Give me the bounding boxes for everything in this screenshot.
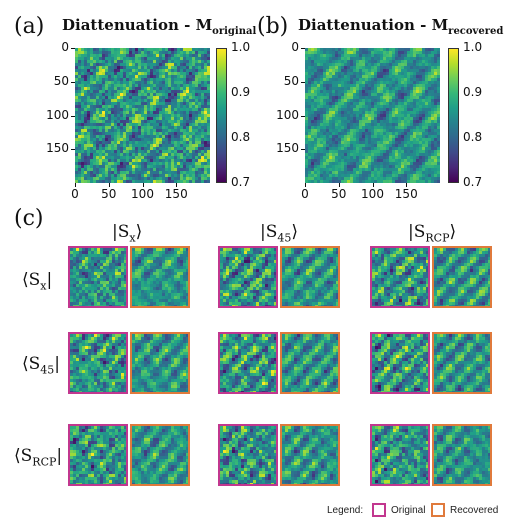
panel_b-y-tick: 50: [283, 73, 299, 88]
original-thumbnail-r2-c1: [68, 332, 128, 394]
heatmap-original: [75, 48, 210, 183]
row-label-sx: ⟨Sx|: [22, 270, 53, 293]
row-label-s45: ⟨S45|: [22, 354, 61, 377]
original-thumbnail-r3-c2: [218, 424, 278, 486]
panel_b-y-tick: 100: [276, 107, 299, 122]
legend-original-swatch: [372, 503, 386, 517]
panel_b-y-tickmark: [301, 48, 305, 49]
panel_b-x-tickmark: [406, 183, 408, 187]
recovered-thumbnail-r2-c1: [130, 332, 190, 394]
column-label-sx: |Sx⟩: [112, 222, 143, 245]
panel_b-x-tickmark: [372, 183, 374, 187]
panel_a-x-tick: 100: [131, 187, 154, 201]
panel_a-x-tick: 150: [164, 187, 188, 201]
recovered-thumbnail-r1-c2: [280, 246, 340, 308]
panel_b-x-tickmark: [338, 183, 340, 187]
panel_b-y-tick: 0: [291, 40, 299, 54]
panel_a-y-tickmark: [71, 149, 75, 151]
panel-b-letter: (b): [257, 14, 289, 39]
panel_a-x-tick: 50: [101, 187, 117, 201]
panel_b-y-tickmark: [301, 149, 305, 151]
panel_b-x-tick: 100: [361, 187, 384, 201]
panel_a-colorbar-tick: 0.9: [231, 85, 251, 99]
legend-original-label: Original: [391, 505, 426, 516]
original-thumbnail-r1-c1: [68, 246, 128, 308]
original-thumbnail-r2-c2: [218, 332, 278, 394]
original-thumbnail-r3-c1: [68, 424, 128, 486]
heatmap-recovered: [305, 48, 440, 183]
panel_a-y-tickmark: [71, 81, 75, 83]
original-thumbnail-r2-c3: [370, 332, 430, 394]
panel_b-colorbar-tick: 0.8: [463, 130, 483, 144]
panel_a-x-tick: 0: [71, 187, 79, 201]
original-thumbnail-r1-c3: [370, 246, 430, 308]
recovered-thumbnail-r1-c1: [130, 246, 190, 308]
panel-a-title: Diattenuation - Moriginal: [62, 16, 257, 37]
recovered-thumbnail-r3-c2: [280, 424, 340, 486]
panel_b-colorbar-tick: 0.9: [463, 85, 483, 99]
panel_a-x-tickmark: [176, 183, 178, 187]
panel_a-x-tickmark: [142, 183, 144, 187]
original-thumbnail-r3-c3: [370, 424, 430, 486]
original-thumbnail-r1-c2: [218, 246, 278, 308]
recovered-thumbnail-r2-c3: [432, 332, 492, 394]
panel_a-y-tick: 100: [46, 107, 69, 122]
colorbar-b: [448, 48, 459, 183]
recovered-thumbnail-r1-c3: [432, 246, 492, 308]
panel_a-y-tickmark: [71, 115, 75, 117]
panel_b-y-tick: 150: [276, 141, 299, 156]
row-label-srcp: ⟨SRCP|: [14, 446, 63, 469]
colorbar-a: [216, 48, 227, 183]
column-label-s45: |S45⟩: [260, 222, 299, 245]
panel-b-title: Diattenuation - Mrecovered: [298, 16, 504, 37]
panel_a-y-tick: 150: [46, 141, 69, 156]
panel_a-x-tickmark: [75, 183, 76, 187]
panel_a-colorbar-tick: 1.0: [231, 40, 251, 54]
recovered-thumbnail-r3-c1: [130, 424, 190, 486]
legend-recovered-label: Recovered: [450, 505, 499, 516]
panel_a-colorbar-tick: 0.7: [231, 175, 251, 189]
panel_a-x-tickmark: [108, 183, 110, 187]
legend-recovered-swatch: [431, 503, 445, 517]
panel_a-y-tickmark: [71, 48, 75, 49]
panel_a-y-tick: 0: [61, 40, 69, 54]
panel_a-colorbar-tick: 0.8: [231, 130, 251, 144]
legend-title: Legend:: [327, 505, 364, 516]
panel-c-letter: (c): [14, 206, 44, 231]
panel_b-x-tick: 50: [331, 187, 347, 201]
recovered-thumbnail-r2-c2: [280, 332, 340, 394]
recovered-thumbnail-r3-c3: [432, 424, 492, 486]
panel_b-y-tickmark: [301, 81, 305, 83]
panel_b-colorbar-tick: 0.7: [463, 175, 483, 189]
panel_b-y-tickmark: [301, 115, 305, 117]
panel_b-colorbar-tick: 1.0: [463, 40, 483, 54]
column-label-srcp: |SRCP⟩: [408, 222, 457, 245]
panel_b-x-tick: 0: [301, 187, 309, 201]
panel_b-x-tick: 150: [394, 187, 418, 201]
panel_b-x-tickmark: [305, 183, 306, 187]
panel-a-letter: (a): [14, 14, 45, 39]
panel_a-y-tick: 50: [53, 73, 69, 88]
